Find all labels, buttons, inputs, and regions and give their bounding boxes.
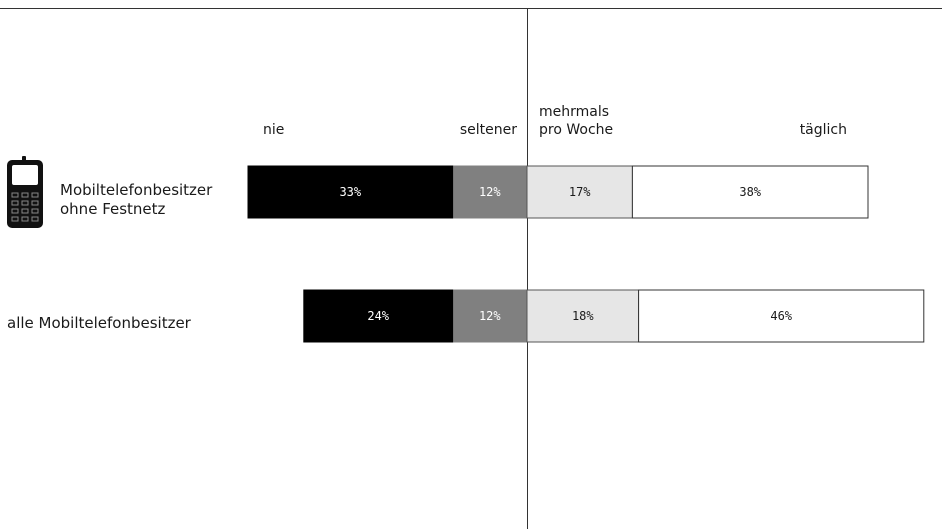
bar-segment-1-4 [631,165,869,219]
header-seltener: seltener [460,122,517,138]
header-mehrmals-line-1: mehrmals [539,104,609,120]
header-nie: nie [263,122,284,138]
row-label-alle-mobiltelefonbesitzer: alle Mobiltelefonbesitzer [7,314,192,332]
row-label-1-line-1: Mobiltelefonbesitzer [60,181,213,199]
bar-segment-2-4 [638,289,925,343]
row-label-1-line-2: ohne Festnetz [60,200,166,218]
mobile-phone-icon [7,156,43,228]
bar-segment-2-3 [526,289,640,343]
header-mehrmals-pro-woche: mehrmals pro Woche [539,104,614,138]
bar-label-2-3: 18% [572,309,594,323]
bar-label-1-2: 12% [479,185,501,199]
bar-label-1-1: 33% [339,185,361,199]
bar-label-1-4: 38% [739,185,761,199]
bars: 12% 33% 17% 38% 12% 24% 18% 46% [247,165,925,343]
bar-segment-2-2 [452,289,528,343]
header-taeglich: täglich [800,122,847,138]
bar-label-2-2: 12% [479,309,501,323]
bar-label-2-1: 24% [367,309,389,323]
bar-segment-1-1 [247,165,454,219]
bar-segment-2-1 [303,289,454,343]
row-label-mobiltelefonbesitzer-ohne-festnetz: Mobiltelefonbesitzer ohne Festnetz [60,181,217,218]
header-mehrmals-line-2: pro Woche [539,122,613,138]
bar-label-2-4: 46% [770,309,792,323]
bar-label-1-3: 17% [569,185,591,199]
